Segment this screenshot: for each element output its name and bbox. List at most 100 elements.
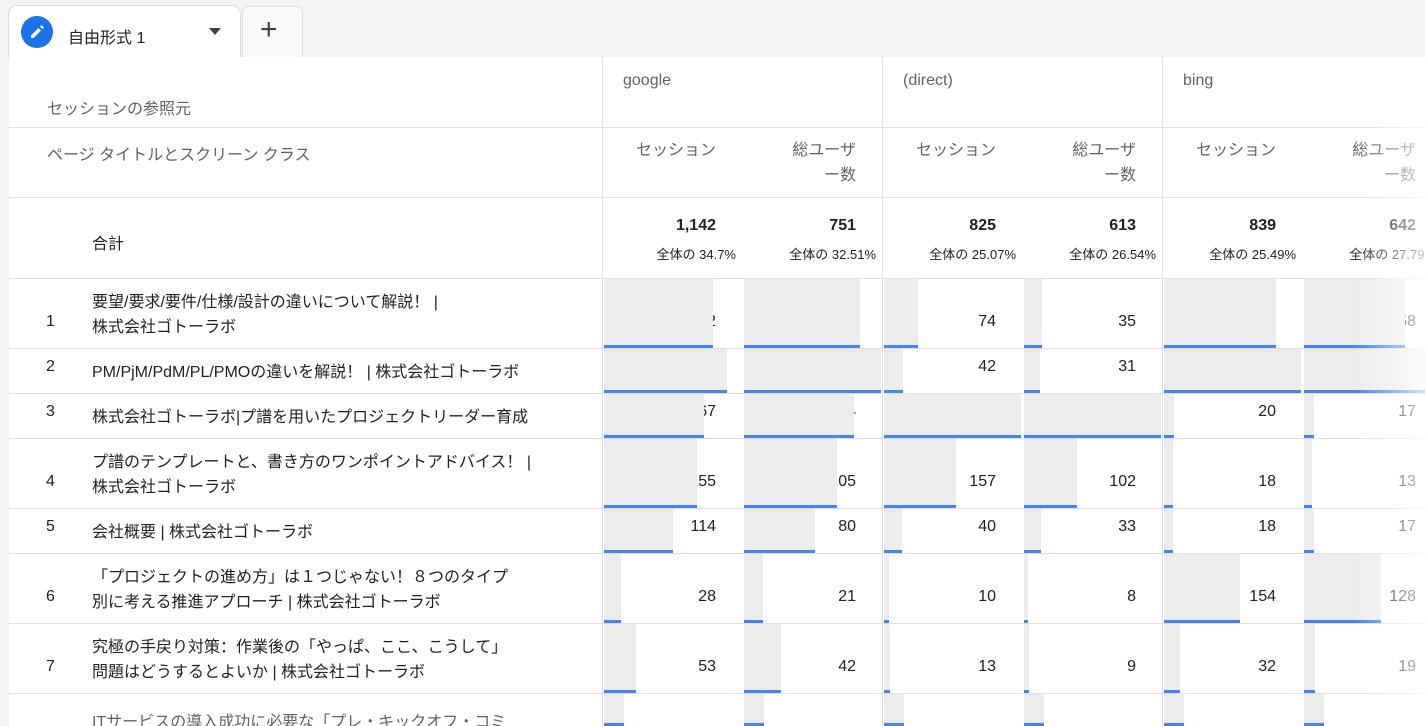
pencil-icon[interactable] <box>21 16 53 48</box>
cell-value: 154 <box>1249 588 1276 605</box>
row-title-line1[interactable]: 要望/要求/要件/仕様/設計の違いについて解説！ | <box>92 294 438 311</box>
cell-value: 13 <box>1398 473 1416 490</box>
source-header-bing: bing <box>1183 72 1214 89</box>
cell-value: 10 <box>978 588 996 605</box>
add-tab-button[interactable]: + <box>242 6 303 57</box>
row-title-line1[interactable]: プ譜のテンプレートと、書き方のワンポイントアドバイス！ | <box>92 454 532 471</box>
row-divider <box>9 278 1425 279</box>
cell-value: 102 <box>1109 473 1136 490</box>
row-divider <box>9 393 1425 394</box>
totals-label: 合計 <box>92 236 125 253</box>
cell-value: 17 <box>1398 403 1416 420</box>
cell-value: 35 <box>1118 313 1136 330</box>
row-divider <box>9 553 1425 554</box>
cell-value: 53 <box>698 658 716 675</box>
row-title[interactable]: 会社概要 | 株式会社ゴトーラボ <box>92 524 314 541</box>
data-table: 19 32 9 13 42 53 問題はどうするとよいか | 株式会社ゴトーラボ 究極の手戻り… <box>9 57 1425 726</box>
row-divider <box>9 623 1425 624</box>
metric-header-users[interactable]: 総ユーザ <box>1072 142 1136 159</box>
data-bar <box>1304 554 1381 623</box>
row-title-line1[interactable]: 「プロジェクトの進め方」は１つじゃない！８つのタイプ <box>92 569 509 586</box>
total-percent: 全体の 32.51% <box>789 247 876 262</box>
cell-value: 33 <box>1118 518 1136 535</box>
data-bar <box>1024 694 1044 726</box>
row-title-line2[interactable]: 株式会社ゴトーラボ <box>92 319 237 336</box>
data-bar <box>744 694 764 726</box>
chevron-down-icon[interactable] <box>209 28 221 35</box>
cell-value: 13 <box>978 658 996 675</box>
row-number: 4 <box>46 473 55 490</box>
metric-header-sessions[interactable]: セッション <box>635 142 716 159</box>
data-bar <box>1304 349 1425 393</box>
tab-label: 自由形式 1 <box>68 30 146 47</box>
column-dimension-header[interactable]: ページ タイトルとスクリーン クラス <box>47 147 311 164</box>
row-divider <box>9 438 1425 439</box>
cell-value: 31 <box>1118 358 1136 375</box>
cell-value: 20 <box>1258 403 1276 420</box>
total-value: 825 <box>969 217 996 234</box>
data-bar <box>1024 624 1029 693</box>
data-bar <box>744 554 763 623</box>
row-title[interactable]: PM/PjM/PdM/PL/PMOの違いを解説！ | 株式会社ゴトーラボ <box>92 364 520 381</box>
cell-value: 17 <box>1398 518 1416 535</box>
row-title-line2[interactable]: 別に考える推進アプローチ | 株式会社ゴトーラボ <box>92 594 441 611</box>
row-number: 3 <box>46 403 55 420</box>
metric-header-users-line2: ー数 <box>823 167 856 184</box>
data-bar <box>1164 694 1184 726</box>
data-bar <box>1024 509 1041 553</box>
row-title[interactable]: 株式会社ゴトーラボ|プ譜を用いたプロジェクトリーダー育成 <box>92 409 529 426</box>
data-bar <box>604 694 624 726</box>
total-value: 751 <box>829 217 856 234</box>
data-bar <box>1304 509 1314 553</box>
source-header-google: google <box>623 72 672 89</box>
total-value: 1,142 <box>675 217 716 234</box>
cell-value: 42 <box>978 358 996 375</box>
metric-header-users-line2: ー数 <box>1383 167 1416 184</box>
data-bar <box>884 624 890 693</box>
row-dimension-header[interactable]: セッションの参照元 <box>47 101 192 118</box>
cell-value: 18 <box>1258 518 1276 535</box>
data-bar <box>744 349 881 393</box>
column-divider <box>882 57 883 726</box>
metric-header-sessions[interactable]: セッション <box>1195 142 1276 159</box>
data-bar <box>884 394 1021 438</box>
total-percent: 全体の 34.7% <box>656 247 736 262</box>
total-percent: 全体の 25.07% <box>929 247 1016 262</box>
cell-value: 28 <box>698 588 716 605</box>
data-bar <box>604 279 713 348</box>
partial-row-title: ITサービスの導入成功に必要な「プレ・キックオフ・コミ <box>92 714 507 726</box>
data-bar <box>744 439 837 508</box>
data-bar <box>1164 439 1173 508</box>
data-bar <box>1024 279 1042 348</box>
row-number: 7 <box>46 658 55 675</box>
cell-value: 8 <box>1127 588 1136 605</box>
row-title-line2[interactable]: 株式会社ゴトーラボ <box>92 479 237 496</box>
data-bar <box>744 394 854 438</box>
column-divider <box>1162 57 1163 726</box>
row-divider <box>9 197 1425 198</box>
data-bar <box>884 694 904 726</box>
metric-header-users[interactable]: 総ユーザ <box>1352 142 1416 159</box>
cell-value: 114 <box>690 518 716 535</box>
data-bar <box>1164 554 1240 623</box>
row-title-line2[interactable]: 問題はどうするとよいか | 株式会社ゴトーラボ <box>92 664 426 681</box>
row-divider <box>9 508 1425 509</box>
row-divider <box>9 348 1425 349</box>
tab-bar: 自由形式 1 + <box>0 0 1425 57</box>
data-bar <box>884 509 902 553</box>
metric-header-users-line2: ー数 <box>1103 167 1136 184</box>
tab-freeform-1[interactable]: 自由形式 1 <box>9 6 240 57</box>
row-divider <box>9 693 1425 694</box>
data-bar <box>1164 624 1180 693</box>
cell-value: 32 <box>1258 658 1276 675</box>
data-bar <box>1304 279 1405 348</box>
data-bar <box>744 624 781 693</box>
data-bar <box>1304 394 1314 438</box>
data-bar <box>1024 394 1161 438</box>
metric-header-sessions[interactable]: セッション <box>915 142 996 159</box>
data-bar <box>744 279 860 348</box>
row-title-line1[interactable]: 究極の手戻り対策：作業後の「やっぱ、ここ、こうして」 <box>92 639 508 656</box>
metric-header-users[interactable]: 総ユーザ <box>792 142 856 159</box>
cell-value: 74 <box>978 313 996 330</box>
data-bar <box>1304 694 1324 726</box>
